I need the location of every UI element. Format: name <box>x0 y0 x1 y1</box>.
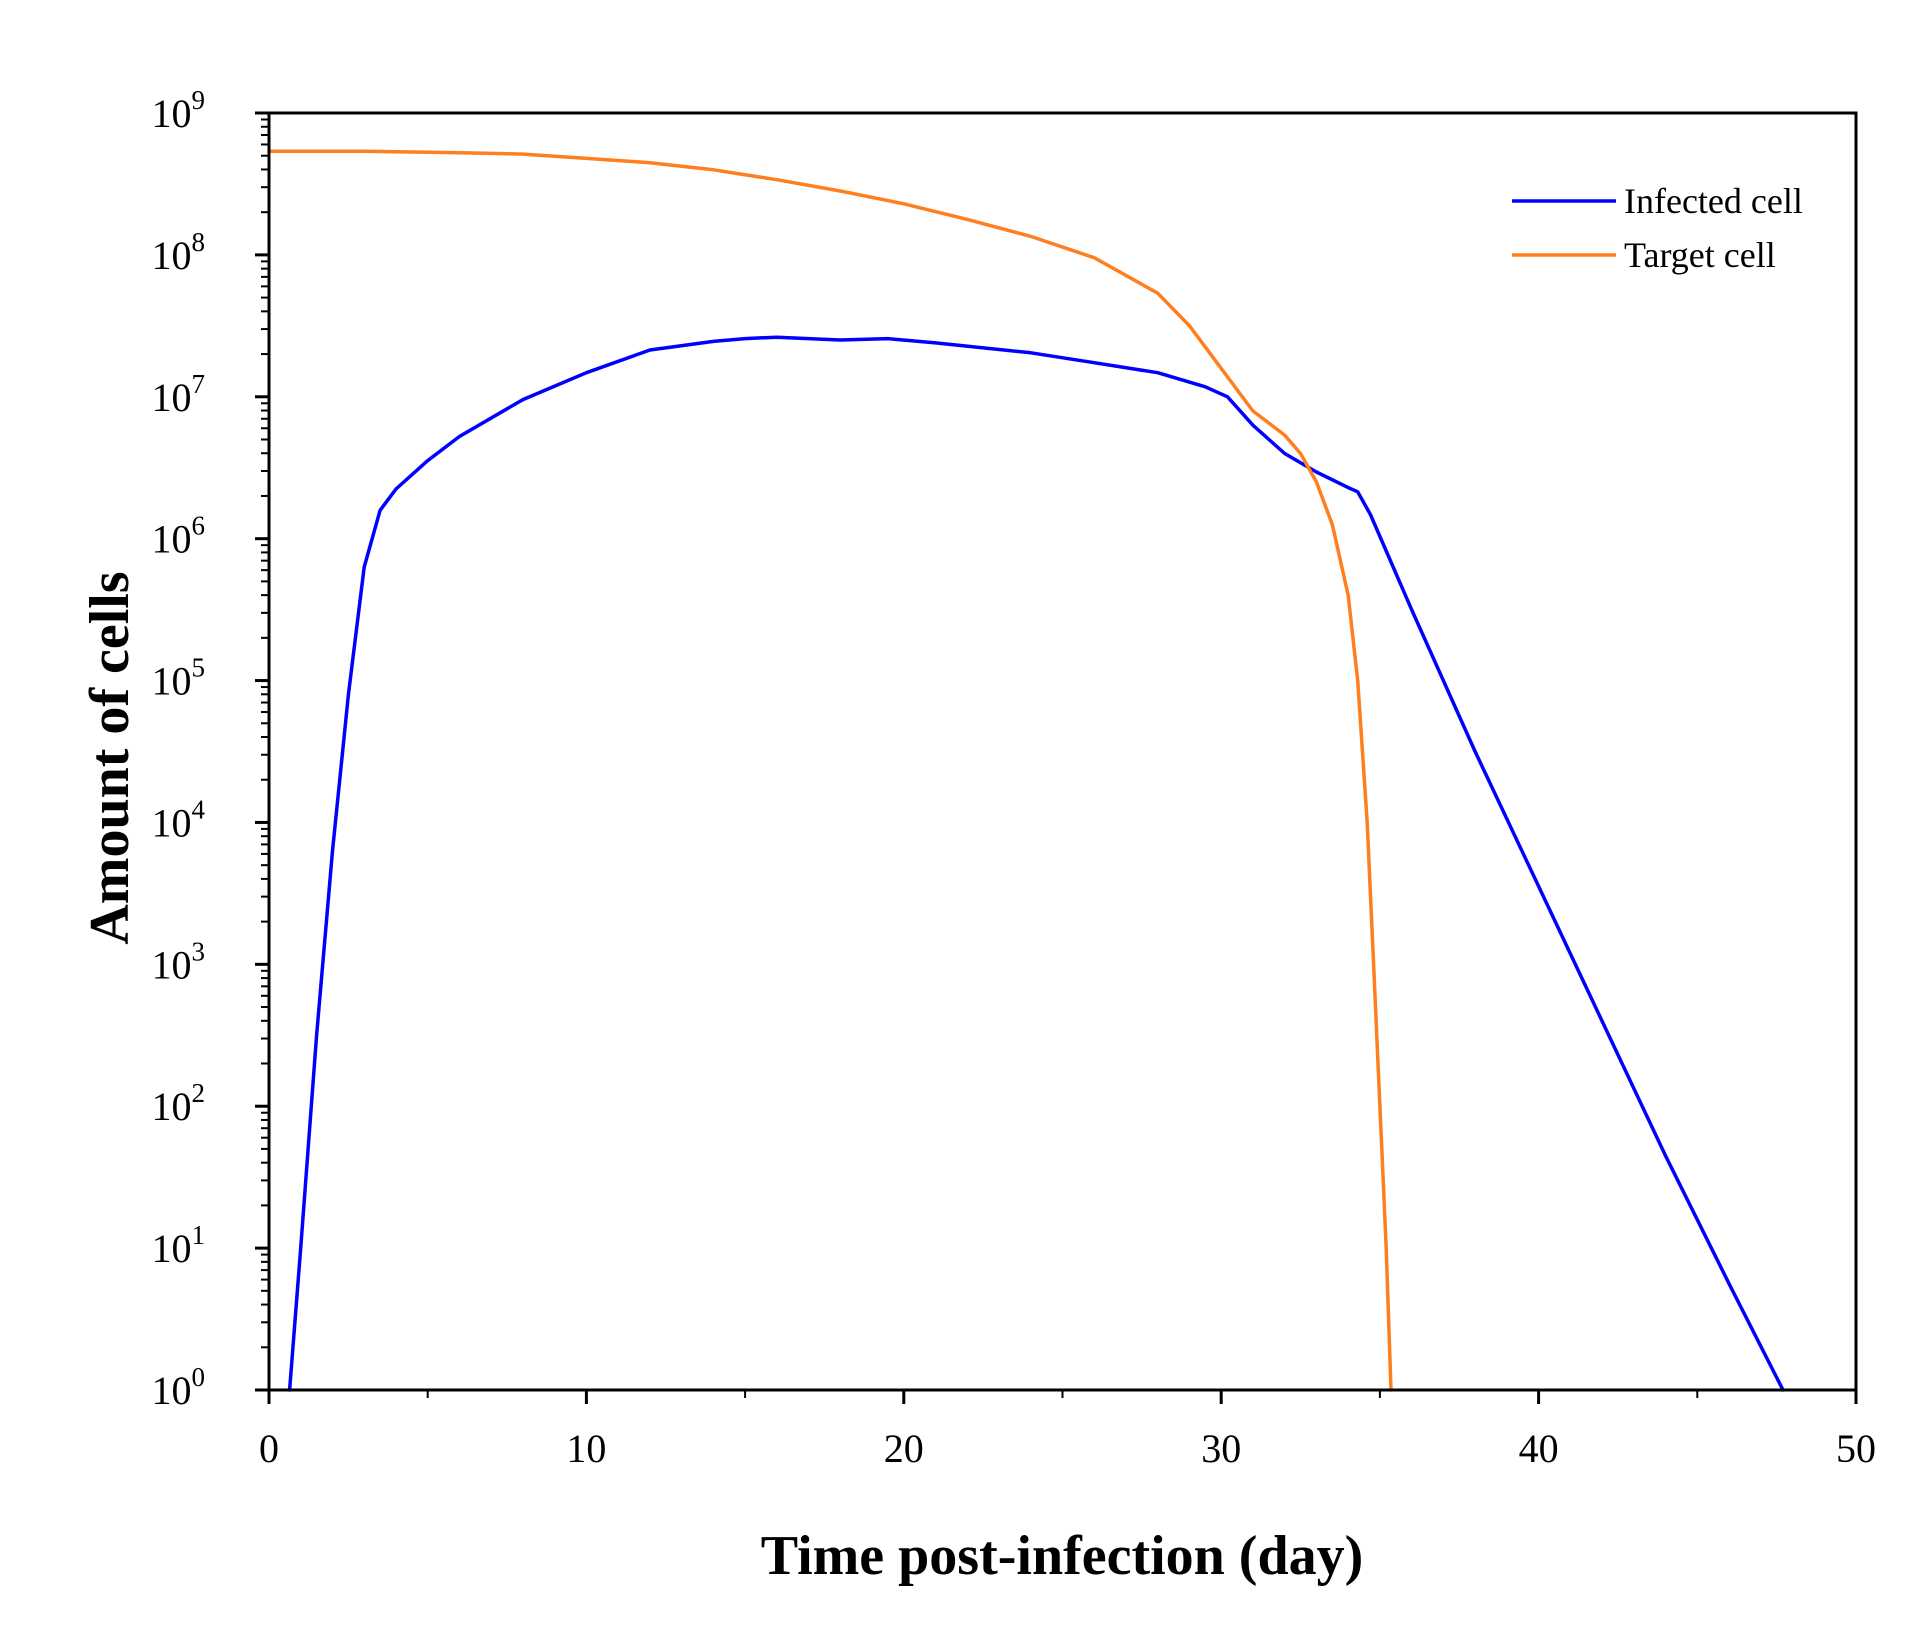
y-tick-exponent: 4 <box>192 794 206 824</box>
y-tick-exponent: 3 <box>192 936 206 966</box>
legend: Infected cell Target cell <box>1512 181 1803 275</box>
y-axis-title: Amount of cells <box>79 571 141 944</box>
y-tick-label: 101 <box>152 1220 206 1271</box>
series-lines <box>267 149 1785 1392</box>
y-tick-label: 104 <box>152 794 206 845</box>
y-tick-exponent: 0 <box>192 1362 206 1392</box>
y-tick-base: 10 <box>152 1226 192 1271</box>
x-tick-label: 10 <box>566 1426 606 1471</box>
y-tick-base: 10 <box>152 800 192 845</box>
y-tick-base: 10 <box>152 1084 192 1129</box>
y-tick-exponent: 6 <box>192 511 206 541</box>
y-tick-exponent: 1 <box>192 1220 206 1250</box>
plot-frame <box>267 111 1858 1392</box>
y-tick-label: 109 <box>152 85 206 136</box>
y-tick-exponent: 5 <box>192 653 206 683</box>
y-tick-base: 10 <box>152 375 192 420</box>
y-tick-base: 10 <box>152 659 192 704</box>
x-tick-label: 50 <box>1836 1426 1876 1471</box>
y-tick-label: 100 <box>152 1362 206 1413</box>
y-tick-base: 10 <box>152 91 192 136</box>
y-tick-base: 10 <box>152 233 192 278</box>
y-tick-label: 103 <box>152 936 206 987</box>
major-ticks <box>255 111 1858 1404</box>
y-tick-exponent: 8 <box>192 227 206 257</box>
y-tick-exponent: 9 <box>192 85 206 115</box>
legend-label: Target cell <box>1624 235 1776 275</box>
x-tick-label: 20 <box>884 1426 924 1471</box>
y-tick-label: 108 <box>152 227 206 278</box>
x-tick-labels: 0 10 20 30 40 50 <box>259 1426 1876 1471</box>
y-tick-label: 107 <box>152 369 206 420</box>
y-tick-exponent: 7 <box>192 369 206 399</box>
x-tick-label: 30 <box>1201 1426 1241 1471</box>
y-tick-base: 10 <box>152 1368 192 1413</box>
legend-label: Infected cell <box>1624 181 1803 221</box>
x-tick-label: 0 <box>259 1426 279 1471</box>
y-tick-base: 10 <box>152 942 192 987</box>
series-line-infected-cell <box>287 335 1785 1392</box>
minor-ticks <box>261 118 1699 1398</box>
y-tick-label: 106 <box>152 511 206 562</box>
y-tick-exponent: 2 <box>192 1078 206 1108</box>
y-tick-base: 10 <box>152 517 192 562</box>
x-tick-label: 40 <box>1519 1426 1559 1471</box>
y-tick-label: 102 <box>152 1078 206 1129</box>
series-line-target-cell <box>267 149 1393 1392</box>
x-axis-title: Time post-infection (day) <box>761 1525 1364 1587</box>
y-tick-label: 105 <box>152 653 206 704</box>
